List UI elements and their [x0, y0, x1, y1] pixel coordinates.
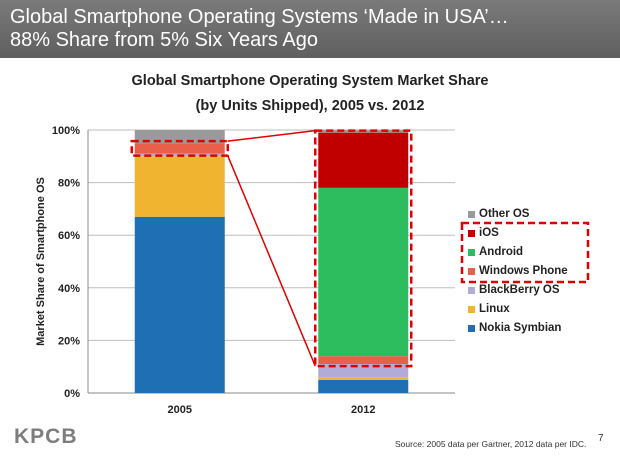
legend-swatch [468, 249, 475, 256]
legend-swatch [468, 306, 475, 313]
highlight-box [130, 139, 229, 157]
legend-label: Linux [479, 303, 510, 315]
legend-swatch [468, 230, 475, 237]
legend-swatch [468, 268, 475, 275]
y-tick-label: 100% [52, 125, 80, 137]
legend-item: Nokia Symbian [468, 319, 608, 338]
highlight-connector [227, 129, 316, 142]
y-tick-label: 40% [58, 283, 80, 295]
slide-header: Global Smartphone Operating Systems ‘Mad… [0, 0, 620, 58]
slide-title-line-2: 88% Share from 5% Six Years Ago [10, 29, 318, 51]
legend-label: Windows Phone [479, 265, 568, 277]
legend-item: Android [468, 243, 608, 262]
x-tick-label: 2012 [351, 404, 375, 416]
legend-label: Nokia Symbian [479, 322, 562, 334]
bar-segment [318, 364, 409, 378]
bar-segment [318, 379, 409, 393]
legend-item: Windows Phone [468, 262, 608, 281]
bar-segment [134, 156, 225, 217]
legend-label: iOS [479, 227, 499, 239]
x-tick-label: 2005 [168, 404, 192, 416]
source-note: Source: 2005 data per Gartner, 2012 data… [395, 439, 587, 449]
legend-item: Other OS [468, 205, 608, 224]
bar-segment [134, 216, 225, 393]
y-axis-title: Market Share of Smartphone OS [35, 177, 47, 346]
legend-swatch [468, 211, 475, 218]
legend-swatch [468, 325, 475, 332]
chart-legend: Other OS iOS Android Windows Phone BlackBerr… [468, 205, 608, 338]
legend-item: Linux [468, 300, 608, 319]
legend-label: Other OS [479, 208, 530, 220]
bar-segment [318, 356, 409, 365]
legend-item: iOS [468, 224, 608, 243]
kpcb-logo: KPCB [14, 425, 78, 448]
page-number: 7 [598, 433, 604, 444]
y-tick-label: 80% [58, 178, 80, 190]
bar-segment [134, 130, 225, 144]
chart-subtitle: (by Units Shipped), 2005 vs. 2012 [195, 98, 425, 114]
legend-label: BlackBerry OS [479, 284, 560, 296]
bar-segment [318, 187, 409, 357]
bar-segment [134, 143, 225, 154]
legend-swatch [468, 287, 475, 294]
y-tick-label: 60% [58, 230, 80, 242]
y-tick-label: 0% [64, 388, 80, 400]
bar-segment [318, 132, 409, 188]
highlight-box [314, 129, 413, 368]
highlight-connector [227, 155, 316, 367]
chart-title: Global Smartphone Operating System Marke… [131, 73, 489, 89]
slide-title-line-1: Global Smartphone Operating Systems ‘Mad… [10, 6, 509, 28]
bar-segment [318, 377, 409, 380]
legend-item: BlackBerry OS [468, 281, 608, 300]
legend-label: Android [479, 246, 524, 258]
y-tick-label: 20% [58, 335, 80, 347]
legend-highlight-box [460, 221, 590, 284]
